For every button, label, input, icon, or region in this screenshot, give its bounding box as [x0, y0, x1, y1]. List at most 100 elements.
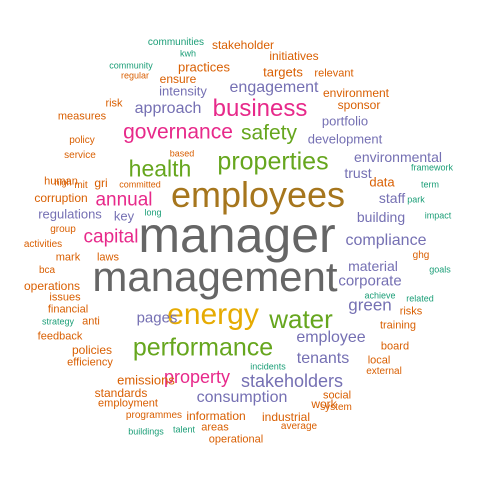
- word-term: term: [421, 179, 439, 190]
- word-operations: operations: [23, 279, 81, 293]
- word-sponsor: sponsor: [337, 98, 381, 112]
- word-buildings: buildings: [128, 426, 164, 437]
- word-feedback: feedback: [37, 330, 83, 343]
- word-regulations: regulations: [38, 206, 102, 222]
- word-framework: framework: [410, 162, 454, 173]
- word-trust: trust: [344, 165, 372, 181]
- word-community: community: [109, 60, 153, 71]
- word-local: local: [367, 354, 391, 367]
- word-policies: policies: [71, 343, 113, 357]
- word-standards: standards: [94, 386, 148, 400]
- word-targets: targets: [263, 64, 303, 80]
- word-employees: employees: [170, 174, 346, 215]
- word-laws: laws: [96, 251, 120, 264]
- word-anti: anti: [82, 315, 100, 328]
- word-governance: governance: [123, 120, 233, 144]
- word-key: key: [113, 208, 135, 224]
- word-related: related: [406, 293, 434, 304]
- word-bca: bca: [38, 265, 56, 276]
- word-material: material: [348, 258, 398, 274]
- word-programmes: programmes: [125, 410, 183, 421]
- word-risk: risk: [105, 97, 123, 110]
- word-mark: mark: [55, 251, 81, 264]
- word-ghg: ghg: [412, 250, 430, 261]
- word-portfolio: portfolio: [321, 113, 369, 129]
- word-service: service: [64, 150, 96, 161]
- word-park: park: [407, 194, 425, 205]
- word-safety: safety: [240, 121, 298, 145]
- word-performance: performance: [132, 333, 274, 362]
- word-financial: financial: [47, 303, 89, 316]
- word-activities: activities: [23, 239, 63, 250]
- word-industrial: industrial: [261, 410, 311, 424]
- word-building: building: [356, 209, 406, 225]
- word-green: green: [348, 295, 392, 315]
- word-property: property: [163, 367, 231, 387]
- word-compliance: compliance: [345, 232, 427, 249]
- word-initiatives: initiatives: [269, 49, 319, 63]
- word-health: health: [128, 155, 192, 182]
- word-issues: issues: [49, 291, 81, 304]
- word-kwh: kwh: [179, 48, 197, 59]
- word-incidents: incidents: [250, 361, 286, 372]
- word-high: high: [54, 177, 72, 188]
- word-operational: operational: [208, 433, 264, 446]
- word-committed: committed: [119, 179, 161, 190]
- word-work: work: [311, 397, 337, 411]
- word-management: management: [92, 253, 338, 300]
- word-impact: impact: [424, 210, 452, 221]
- word-mit: mit: [74, 180, 88, 191]
- word-properties: properties: [217, 147, 329, 176]
- word-information: information: [186, 409, 246, 423]
- word-external: external: [366, 366, 402, 377]
- word-goals: goals: [429, 264, 451, 275]
- word-data: data: [369, 174, 395, 190]
- word-strategy: strategy: [41, 316, 75, 327]
- word-staff: staff: [378, 190, 406, 206]
- word-efficiency: efficiency: [67, 356, 113, 369]
- word-environment: environment: [322, 86, 390, 100]
- word-practices: practices: [177, 59, 231, 75]
- word-corruption: corruption: [34, 191, 88, 205]
- word-group: group: [50, 224, 76, 235]
- word-gri: gri: [94, 176, 108, 190]
- word-water: water: [269, 304, 333, 334]
- word-capital: capital: [83, 226, 139, 248]
- word-stakeholders: stakeholders: [240, 371, 344, 391]
- word-talent: talent: [172, 424, 196, 435]
- word-long: long: [144, 207, 162, 218]
- word-areas: areas: [201, 421, 229, 434]
- word-pages: pages: [136, 309, 178, 327]
- word-corporate: corporate: [338, 272, 402, 290]
- word-system: system: [320, 402, 352, 413]
- word-annual: annual: [95, 189, 153, 211]
- word-employee: employee: [296, 329, 366, 346]
- word-average: average: [280, 421, 318, 432]
- word-risks: risks: [399, 305, 423, 318]
- word-measures: measures: [57, 110, 107, 123]
- word-policy: policy: [69, 135, 95, 146]
- word-emissions: emissions: [117, 372, 175, 388]
- word-intensity: intensity: [159, 83, 207, 99]
- word-board: board: [380, 340, 410, 353]
- word-engagement: engagement: [229, 79, 319, 96]
- word-stakeholder: stakeholder: [211, 38, 275, 52]
- word-development: development: [307, 131, 383, 147]
- word-relevant: relevant: [314, 67, 354, 80]
- word-approach: approach: [134, 100, 202, 117]
- word-consumption: consumption: [196, 389, 288, 406]
- word-based: based: [169, 148, 195, 159]
- word-energy: energy: [167, 298, 259, 331]
- word-employment: employment: [98, 397, 158, 410]
- word-achieve: achieve: [364, 290, 396, 301]
- word-ensure: ensure: [159, 72, 197, 86]
- word-business: business: [212, 95, 308, 122]
- word-regular: regular: [120, 70, 150, 81]
- word-communities: communities: [147, 37, 205, 48]
- word-environmental: environmental: [354, 149, 442, 165]
- word-manager: manager: [138, 207, 336, 263]
- word-human: human: [44, 175, 78, 188]
- word-tenants: tenants: [296, 350, 350, 367]
- word-training: training: [379, 319, 417, 332]
